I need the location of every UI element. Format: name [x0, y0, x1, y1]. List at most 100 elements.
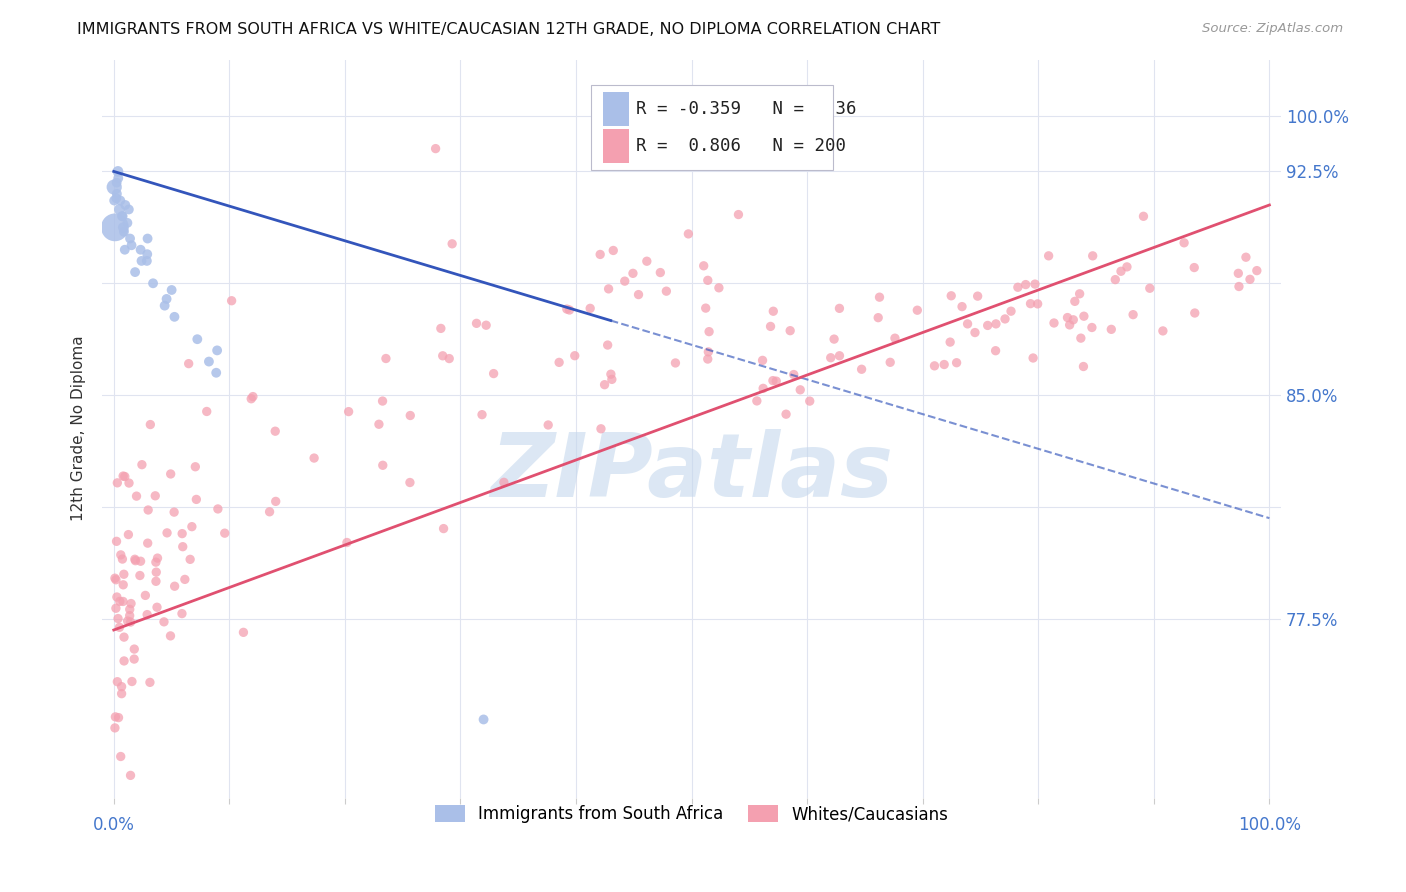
Point	[1122, 308, 1144, 322]
Point	[105, 534, 128, 549]
Point	[762, 374, 785, 388]
Point	[105, 176, 128, 190]
Point	[134, 588, 156, 602]
Point	[186, 332, 208, 346]
Point	[939, 335, 962, 350]
Point	[105, 590, 128, 604]
Point	[136, 536, 159, 550]
Text: Source: ZipAtlas.com: Source: ZipAtlas.com	[1202, 22, 1343, 36]
Point	[924, 359, 946, 373]
Point	[1019, 296, 1042, 310]
Point	[1059, 318, 1081, 332]
Point	[1182, 260, 1205, 275]
Point	[118, 602, 141, 616]
Point	[111, 209, 134, 223]
Point	[105, 191, 128, 205]
Legend: Immigrants from South Africa, Whites/Caucasians: Immigrants from South Africa, Whites/Cau…	[427, 798, 955, 830]
Point	[104, 601, 127, 615]
Point	[621, 266, 644, 280]
Point	[1246, 263, 1268, 277]
Point	[112, 578, 135, 592]
Point	[692, 259, 714, 273]
Text: R =  0.806   N = 200: R = 0.806 N = 200	[636, 137, 846, 155]
Point	[430, 321, 453, 335]
Point	[103, 180, 125, 194]
Point	[107, 710, 129, 724]
Point	[696, 273, 718, 287]
Point	[1099, 322, 1122, 336]
Point	[783, 368, 806, 382]
Point	[697, 325, 720, 339]
FancyBboxPatch shape	[603, 129, 628, 162]
Point	[374, 351, 396, 366]
Point	[752, 381, 775, 395]
Point	[145, 574, 167, 589]
Point	[868, 310, 890, 325]
Point	[695, 301, 717, 315]
Point	[180, 519, 202, 533]
Point	[104, 220, 127, 235]
Point	[1026, 297, 1049, 311]
Point	[104, 710, 127, 724]
Point	[131, 254, 153, 268]
Point	[1184, 306, 1206, 320]
Point	[117, 527, 139, 541]
Point	[156, 525, 179, 540]
Point	[945, 356, 967, 370]
Point	[107, 611, 129, 625]
Point	[103, 194, 125, 208]
Point	[136, 503, 159, 517]
Point	[104, 721, 127, 735]
Point	[596, 338, 619, 352]
Point	[143, 489, 166, 503]
Point	[1081, 320, 1104, 334]
Point	[884, 331, 907, 345]
Text: R = -0.359   N =   36: R = -0.359 N = 36	[636, 100, 856, 118]
Point	[1139, 281, 1161, 295]
Point	[399, 475, 422, 490]
Point	[173, 573, 195, 587]
Point	[129, 568, 152, 582]
Point	[650, 266, 672, 280]
Point	[432, 349, 454, 363]
Point	[984, 343, 1007, 358]
Point	[751, 353, 773, 368]
Point	[707, 281, 730, 295]
Point	[1116, 260, 1139, 274]
Point	[602, 244, 624, 258]
Point	[195, 404, 218, 418]
Text: IMMIGRANTS FROM SOUTH AFRICA VS WHITE/CAUCASIAN 12TH GRADE, NO DIPLOMA CORRELATI: IMMIGRANTS FROM SOUTH AFRICA VS WHITE/CA…	[77, 22, 941, 37]
Point	[579, 301, 602, 316]
Point	[465, 316, 488, 330]
Point	[1109, 264, 1132, 278]
Point	[107, 164, 129, 178]
Point	[1007, 280, 1029, 294]
Point	[142, 277, 165, 291]
Point	[110, 749, 132, 764]
Point	[184, 459, 207, 474]
Point	[136, 231, 159, 245]
Point	[1070, 331, 1092, 345]
Point	[104, 571, 127, 585]
Point	[678, 227, 700, 241]
Point	[124, 554, 146, 568]
Point	[198, 354, 221, 368]
Point	[1073, 309, 1095, 323]
Point	[1063, 294, 1085, 309]
Point	[425, 142, 447, 156]
Point	[727, 208, 749, 222]
Point	[117, 216, 139, 230]
Point	[950, 300, 973, 314]
Point	[136, 607, 159, 622]
Text: 0.0%: 0.0%	[93, 815, 135, 834]
Point	[177, 357, 200, 371]
Point	[759, 319, 782, 334]
Point	[1024, 277, 1046, 292]
Point	[146, 551, 169, 566]
Point	[122, 652, 145, 666]
Point	[214, 526, 236, 541]
Point	[558, 303, 581, 318]
Y-axis label: 12th Grade, No Diploma: 12th Grade, No Diploma	[72, 336, 86, 522]
Point	[966, 289, 988, 303]
Point	[302, 451, 325, 466]
